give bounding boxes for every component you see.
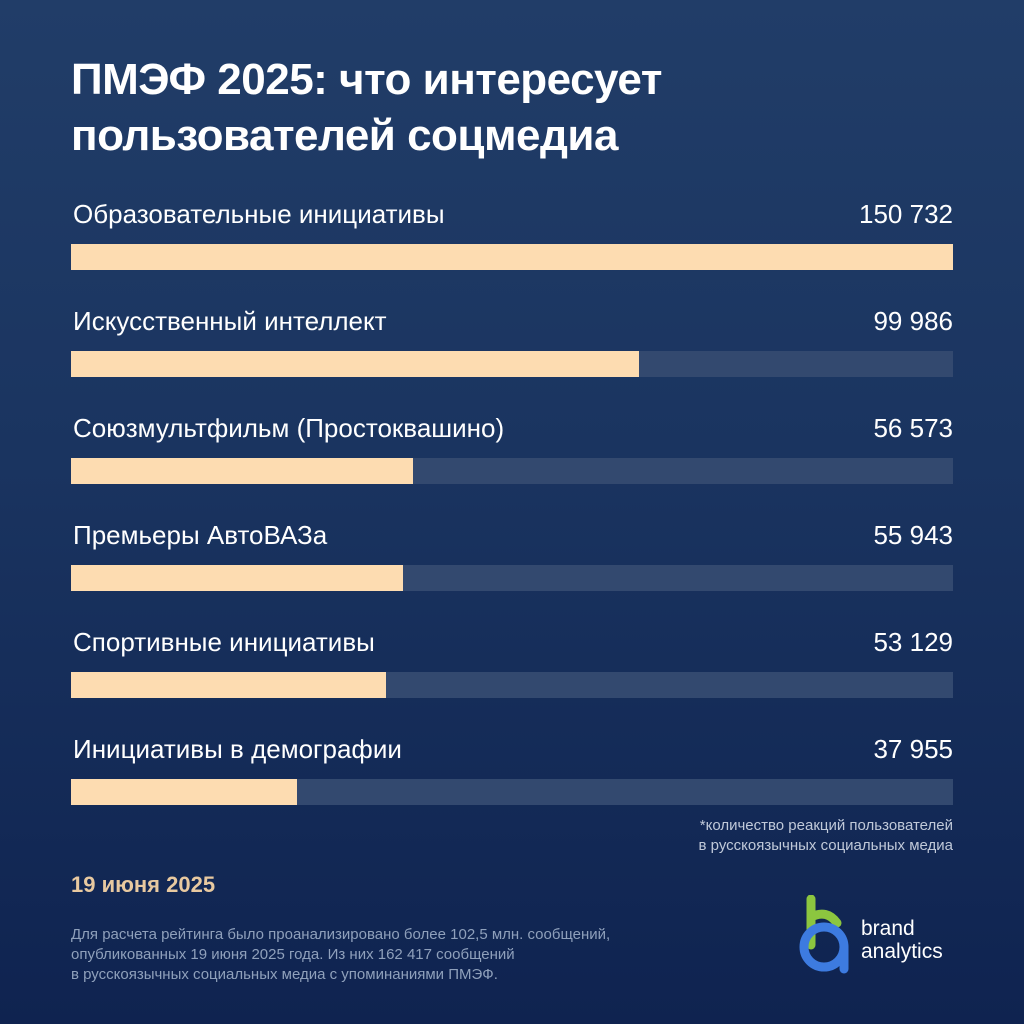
bar-track [71,244,953,270]
bar-row: Искусственный интеллект 99 986 [71,301,953,381]
category-label: Союзмультфильм (Простоквашино) [73,413,505,443]
methodology-note: Для расчета рейтинга было проанализирова… [71,925,771,985]
brand-analytics-logo-icon [799,895,849,974]
brand-logo: brand analytics [797,895,967,975]
bar-track [71,458,953,484]
bar-row: Премьеры АвтоВАЗа 55 943 [71,515,953,595]
value-label: 56 573 [873,413,953,443]
footnote: *количество реакций пользователей в русс… [533,816,953,856]
category-label: Искусственный интеллект [73,306,387,336]
date-label: 19 июня 2025 [71,872,216,897]
title-line-2: пользователей соцмедиа [71,111,618,160]
bar-track [71,565,953,591]
value-label: 53 129 [873,627,953,657]
category-label: Спортивные инициативы [73,627,375,657]
value-label: 99 986 [873,306,953,336]
bar [71,351,639,377]
footnote-line-1: *количество реакций пользователей [699,817,953,834]
bar [71,779,297,805]
page-title: ПМЭФ 2025: что интересует пользователей … [71,52,931,164]
value-label: 150 732 [859,199,953,229]
bar-row: Инициативы в демографии 37 955 [71,729,953,809]
bar [71,458,414,484]
category-label: Премьеры АвтоВАЗа [73,520,328,550]
logo-word-analytics: analytics [861,940,943,963]
bar [71,565,403,591]
bar-track [71,779,953,805]
methodology-line-1: Для расчета рейтинга было проанализирова… [71,926,611,943]
bar-row: Спортивные инициативы 53 129 [71,622,953,702]
logo-word-brand: brand [861,917,915,940]
category-label: Инициативы в демографии [73,734,402,764]
title-line-1: ПМЭФ 2025: что интересует [71,55,662,104]
bar [71,672,386,698]
value-label: 55 943 [873,520,953,550]
value-label: 37 955 [873,734,953,764]
footnote-line-2: в русскоязычных социальных медиа [698,837,953,854]
bar [71,244,953,270]
category-label: Образовательные инициативы [73,199,445,229]
bar-track [71,351,953,377]
logo-wordmark: brand analytics [861,917,943,963]
bar-row: Союзмультфильм (Простоквашино) 56 573 [71,408,953,488]
bar-row: Образовательные инициативы 150 732 [71,194,953,274]
methodology-line-3: в русскоязычных социальных медиа с упоми… [71,966,498,983]
methodology-line-2: опубликованных 19 июня 2025 года. Из них… [71,946,515,963]
bar-track [71,672,953,698]
